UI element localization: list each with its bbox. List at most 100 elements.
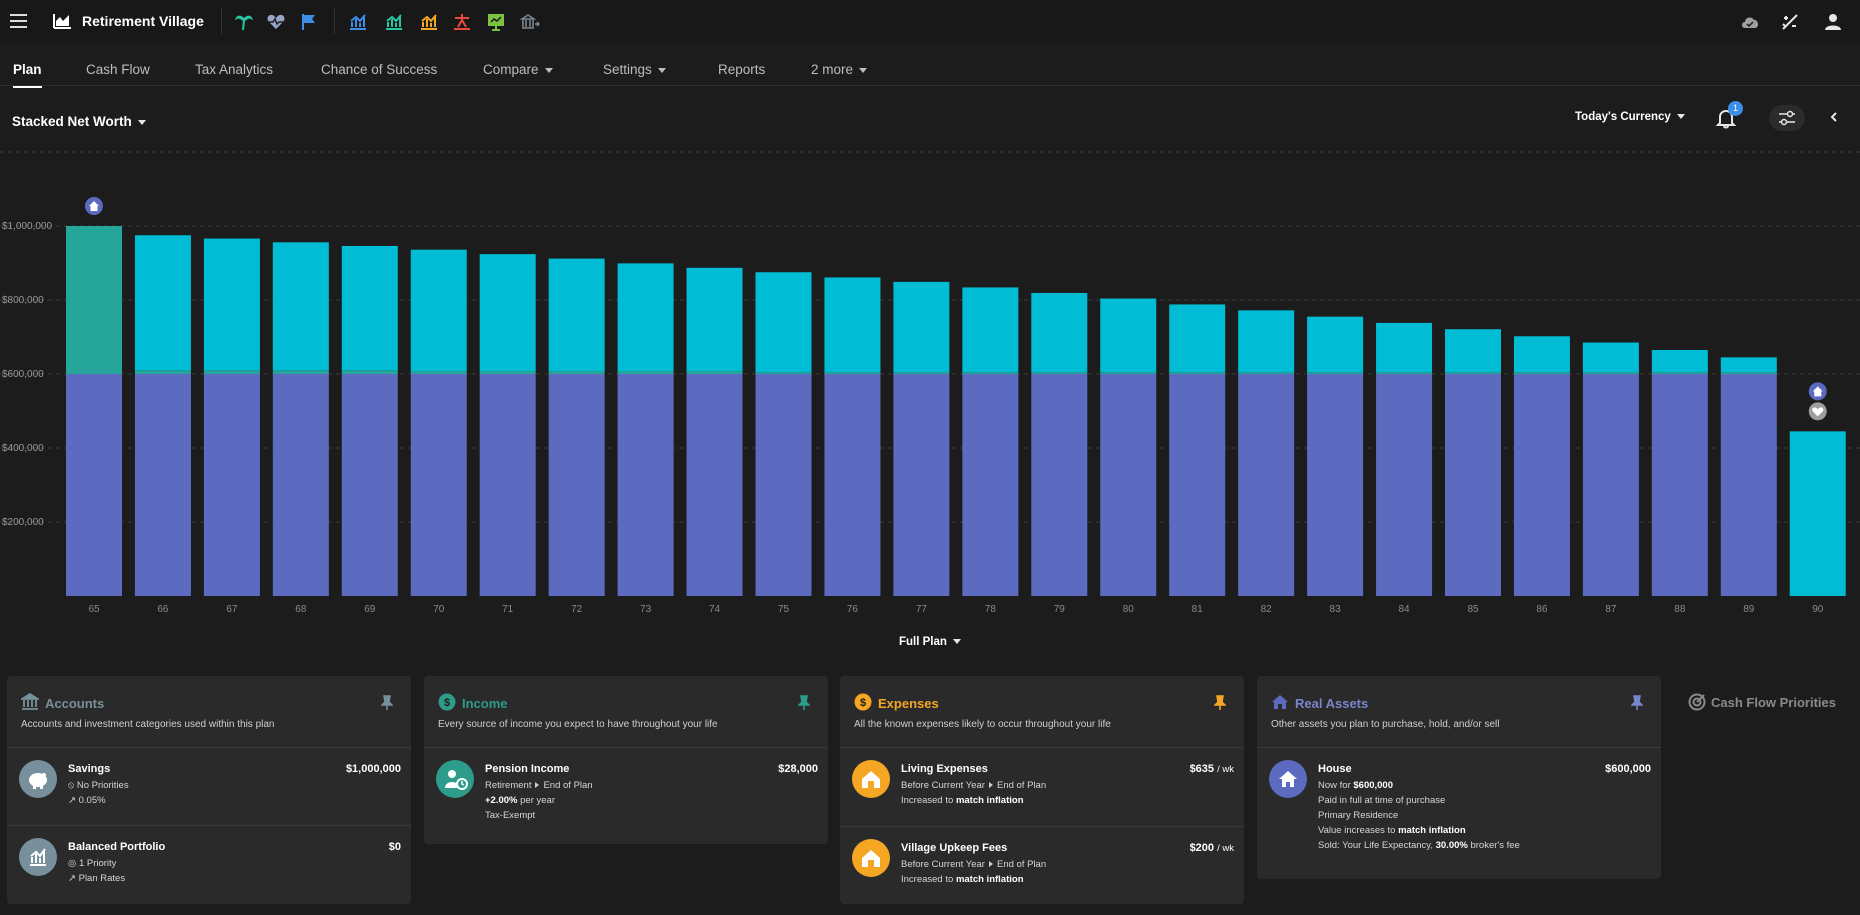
bar-house (824, 374, 881, 596)
chart-green-icon[interactable] (384, 12, 404, 32)
tab-chance-of-success[interactable]: Chance of Success (321, 62, 438, 77)
bar-balanced-portfolio (1169, 372, 1226, 374)
chart-type-dropdown[interactable]: Stacked Net Worth (12, 114, 146, 129)
bar-house (1031, 374, 1088, 596)
chevron-down-icon (859, 67, 868, 73)
priority-target-icon[interactable] (1688, 693, 1706, 711)
x-tick-label: 80 (1123, 604, 1135, 615)
cash-flow-priorities-link[interactable]: Cash Flow Priorities (1711, 695, 1836, 710)
income-card-header: $ Income Every source of income you expe… (424, 676, 828, 748)
bar-house (1238, 374, 1295, 596)
cloud-sync-icon[interactable] (1740, 12, 1760, 32)
expense-period: Before Current Year End of Plan (901, 780, 1047, 791)
chart-settings-button[interactable] (1769, 105, 1805, 131)
calculator-icon[interactable] (1780, 12, 1800, 32)
dollar-circle-icon: $ (854, 693, 872, 711)
menu-icon[interactable] (10, 14, 27, 28)
bar-balanced-portfolio (1031, 372, 1088, 374)
plan-title[interactable]: Retirement Village (82, 13, 204, 29)
asset-item-house[interactable]: House $600,000 Now for $600,000 Paid in … (1257, 748, 1661, 878)
bank-arrow-icon[interactable] (520, 12, 540, 32)
presentation-icon[interactable] (486, 12, 506, 32)
x-tick-label: 69 (364, 604, 376, 615)
x-tick-label: 82 (1261, 604, 1273, 615)
x-tick-label: 67 (226, 604, 238, 615)
bar-balanced-portfolio (66, 226, 122, 374)
asset-name: House (1318, 763, 1352, 775)
pin-icon[interactable] (798, 695, 810, 711)
card-description: Accounts and investment categories used … (21, 719, 275, 730)
svg-text:$: $ (860, 697, 866, 709)
bar-balanced-portfolio (1376, 372, 1433, 374)
income-item-pension[interactable]: Pension Income $28,000 Retirement End of … (424, 748, 828, 844)
income-amount: $28,000 (778, 763, 818, 775)
bar-savings (410, 249, 467, 372)
account-item-savings[interactable]: Savings $1,000,000 ⦸ No Priorities ↗ 0.0… (7, 748, 411, 826)
bar-house (548, 374, 605, 596)
expense-item-living[interactable]: Living Expenses $635 / wk Before Current… (840, 748, 1244, 827)
account-priorities: ◎ 1 Priority (68, 858, 117, 869)
pin-icon[interactable] (381, 695, 393, 711)
chevron-left-icon[interactable] (1826, 109, 1842, 125)
tab-plan[interactable]: Plan (13, 62, 42, 88)
target-icon: ◎ (68, 858, 77, 869)
bar-house (1169, 374, 1226, 596)
bar-savings (893, 281, 950, 373)
tab-compare[interactable]: Compare (483, 62, 553, 77)
x-tick-label: 83 (1330, 604, 1342, 615)
tab-tax-analytics[interactable]: Tax Analytics (195, 62, 274, 77)
chart-logo-icon (53, 14, 71, 29)
heart-monitor-icon[interactable] (266, 12, 286, 32)
bar-balanced-portfolio (1307, 372, 1364, 374)
bar-house (410, 374, 467, 596)
account-priorities: ⦸ No Priorities (68, 780, 129, 791)
account-item-balanced-portfolio[interactable]: Balanced Portfolio $0 ◎ 1 Priority ↗ Pla… (7, 826, 411, 904)
card-description: Every source of income you expect to hav… (438, 719, 718, 730)
chevron-down-icon (952, 639, 961, 645)
x-tick-label: 71 (502, 604, 514, 615)
range-dropdown[interactable]: Full Plan (899, 636, 961, 648)
growth-icon: ↗ (68, 795, 76, 806)
tab-cash-flow[interactable]: Cash Flow (86, 62, 150, 77)
asset-value: $600,000 (1605, 763, 1651, 775)
bar-balanced-portfolio (1651, 372, 1708, 374)
chart-red-icon[interactable] (452, 12, 472, 32)
x-tick-label: 85 (1467, 604, 1479, 615)
bar-savings (341, 245, 398, 371)
user-icon[interactable] (1823, 12, 1843, 32)
tab-reports[interactable]: Reports (718, 62, 766, 77)
tab-settings[interactable]: Settings (603, 62, 666, 77)
flag-icon[interactable] (299, 12, 319, 32)
y-tick-label: $400,000 (2, 443, 44, 454)
bar-balanced-portfolio (341, 370, 398, 374)
toolbar-divider (334, 8, 335, 34)
growth-icon: ↗ (68, 873, 76, 884)
arrow-right-icon (988, 861, 993, 868)
chart-orange-icon[interactable] (419, 12, 439, 32)
bell-icon[interactable] (1715, 107, 1737, 129)
chart-blue-icon[interactable] (348, 12, 368, 32)
expense-inflation: Increased to match inflation (901, 874, 1024, 885)
expense-name: Living Expenses (901, 763, 988, 775)
x-tick-label: 90 (1812, 604, 1824, 615)
pin-icon[interactable] (1214, 695, 1226, 711)
bar-savings (479, 254, 536, 372)
real-assets-card-header: Real Assets Other assets you plan to pur… (1257, 676, 1661, 748)
account-balance: $1,000,000 (345, 763, 401, 775)
bar-savings (1582, 342, 1639, 373)
home-icon (1272, 695, 1288, 709)
bar-balanced-portfolio (134, 370, 191, 374)
tab-more[interactable]: 2 more (811, 62, 868, 77)
x-tick-label: 78 (985, 604, 997, 615)
palm-tree-icon[interactable] (234, 12, 254, 32)
pin-icon[interactable] (1631, 695, 1643, 711)
bar-balanced-portfolio (893, 372, 950, 374)
bar-house (893, 374, 950, 596)
currency-dropdown[interactable]: Today's Currency (1575, 111, 1685, 123)
portfolio-chart-icon (19, 838, 57, 876)
bar-balanced-portfolio (755, 372, 812, 374)
x-tick-label: 68 (295, 604, 307, 615)
bar-balanced-portfolio (203, 370, 260, 374)
expense-item-village-upkeep[interactable]: Village Upkeep Fees $200 / wk Before Cur… (840, 827, 1244, 904)
accounts-card-header: Accounts Accounts and investment categor… (7, 676, 411, 748)
